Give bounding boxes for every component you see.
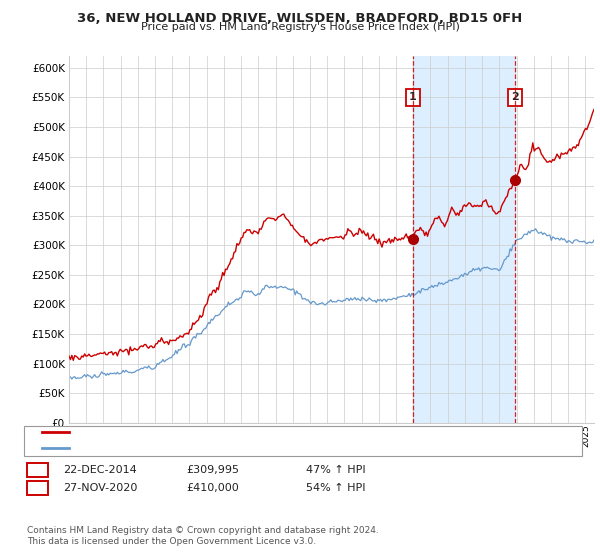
Text: 2: 2 <box>511 92 519 102</box>
Text: 27-NOV-2020: 27-NOV-2020 <box>63 483 137 493</box>
Text: 36, NEW HOLLAND DRIVE, WILSDEN, BRADFORD, BD15 0FH (detached house): 36, NEW HOLLAND DRIVE, WILSDEN, BRADFORD… <box>72 427 478 437</box>
Text: 36, NEW HOLLAND DRIVE, WILSDEN, BRADFORD, BD15 0FH: 36, NEW HOLLAND DRIVE, WILSDEN, BRADFORD… <box>77 12 523 25</box>
Text: 47% ↑ HPI: 47% ↑ HPI <box>306 465 365 475</box>
Bar <box>413 56 515 423</box>
Text: HPI: Average price, detached house, Bradford: HPI: Average price, detached house, Brad… <box>72 443 310 453</box>
Text: Contains HM Land Registry data © Crown copyright and database right 2024.
This d: Contains HM Land Registry data © Crown c… <box>27 526 379 546</box>
Text: £410,000: £410,000 <box>186 483 239 493</box>
Text: 1: 1 <box>409 92 416 102</box>
Text: 1: 1 <box>34 465 41 475</box>
Text: Price paid vs. HM Land Registry's House Price Index (HPI): Price paid vs. HM Land Registry's House … <box>140 22 460 32</box>
Text: 2: 2 <box>34 483 41 493</box>
Text: 22-DEC-2014: 22-DEC-2014 <box>63 465 137 475</box>
Text: £309,995: £309,995 <box>186 465 239 475</box>
Text: 54% ↑ HPI: 54% ↑ HPI <box>306 483 365 493</box>
